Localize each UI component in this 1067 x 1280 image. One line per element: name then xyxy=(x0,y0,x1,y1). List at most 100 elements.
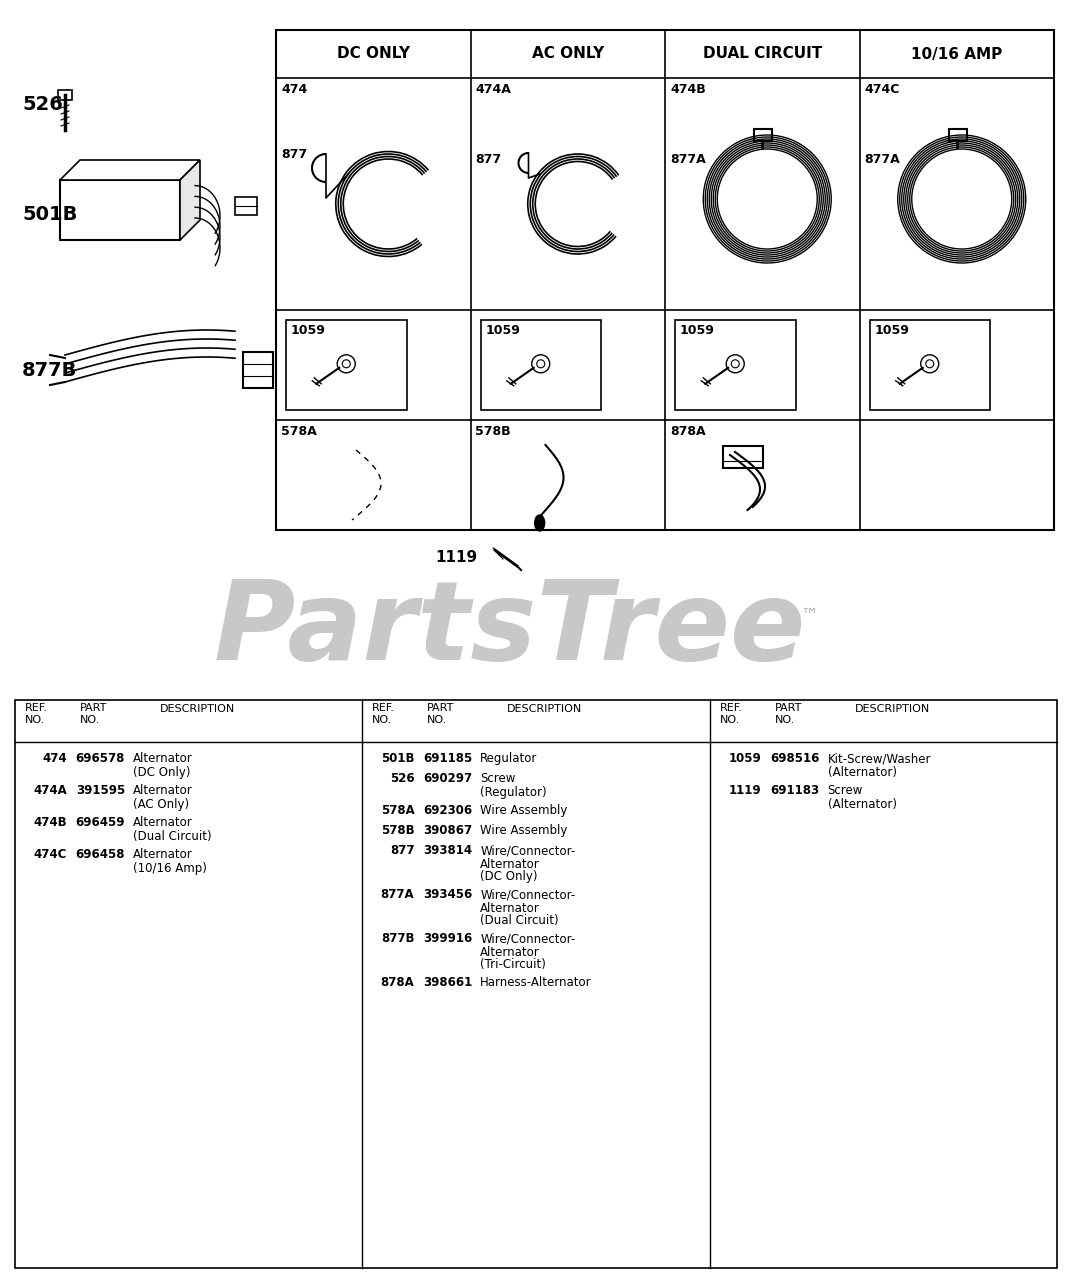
Text: Wire/Connector-: Wire/Connector- xyxy=(480,888,575,901)
Text: Kit-Screw/Washer: Kit-Screw/Washer xyxy=(828,751,931,765)
Text: Alternator: Alternator xyxy=(480,946,540,959)
Text: 696459: 696459 xyxy=(76,817,125,829)
Text: 10/16 AMP: 10/16 AMP xyxy=(911,46,1002,61)
Text: 390867: 390867 xyxy=(424,824,473,837)
Text: 877B: 877B xyxy=(381,932,414,945)
Text: PART: PART xyxy=(427,703,455,713)
Text: (Alternator): (Alternator) xyxy=(828,797,896,812)
Text: REF.: REF. xyxy=(719,703,743,713)
Text: Alternator: Alternator xyxy=(133,783,193,797)
Text: AC ONLY: AC ONLY xyxy=(531,46,604,61)
Text: 1059: 1059 xyxy=(485,324,521,337)
Text: DESCRIPTION: DESCRIPTION xyxy=(160,704,235,714)
Text: NO.: NO. xyxy=(775,716,795,724)
Text: 391595: 391595 xyxy=(76,783,125,797)
Bar xyxy=(723,445,763,468)
Text: 474B: 474B xyxy=(670,83,705,96)
Text: 877: 877 xyxy=(281,148,307,161)
Text: 1059: 1059 xyxy=(875,324,909,337)
Text: Wire Assembly: Wire Assembly xyxy=(480,804,568,817)
Text: (10/16 Amp): (10/16 Amp) xyxy=(133,861,207,876)
Text: 526: 526 xyxy=(389,772,414,785)
Text: 878A: 878A xyxy=(381,975,414,989)
Bar xyxy=(286,320,407,410)
Text: 578B: 578B xyxy=(476,425,511,438)
Text: DESCRIPTION: DESCRIPTION xyxy=(855,704,930,714)
Text: PART: PART xyxy=(775,703,802,713)
Text: 696578: 696578 xyxy=(76,751,125,765)
Text: 691185: 691185 xyxy=(424,751,473,765)
Text: Screw: Screw xyxy=(480,772,515,785)
Text: 696458: 696458 xyxy=(76,847,125,861)
Text: Harness-Alternator: Harness-Alternator xyxy=(480,975,592,989)
Text: DESCRIPTION: DESCRIPTION xyxy=(507,704,583,714)
Text: 474A: 474A xyxy=(476,83,511,96)
Text: REF.: REF. xyxy=(372,703,396,713)
Text: Wire/Connector-: Wire/Connector- xyxy=(480,844,575,858)
Text: 393814: 393814 xyxy=(424,844,473,858)
Text: DC ONLY: DC ONLY xyxy=(337,46,410,61)
Text: 398661: 398661 xyxy=(424,975,473,989)
Text: Alternator: Alternator xyxy=(133,847,193,861)
Text: 578B: 578B xyxy=(381,824,414,837)
Bar xyxy=(754,129,773,141)
Text: (Alternator): (Alternator) xyxy=(828,765,896,780)
Text: 526: 526 xyxy=(22,95,63,114)
Text: (DC Only): (DC Only) xyxy=(133,765,191,780)
Text: Regulator: Regulator xyxy=(480,751,538,765)
Text: REF.: REF. xyxy=(25,703,48,713)
Text: 877A: 877A xyxy=(670,154,705,166)
Text: 698516: 698516 xyxy=(770,751,819,765)
Text: 399916: 399916 xyxy=(424,932,473,945)
Bar xyxy=(15,700,1057,1268)
Bar xyxy=(675,320,796,410)
Polygon shape xyxy=(60,160,200,180)
Text: Alternator: Alternator xyxy=(480,902,540,915)
Text: NO.: NO. xyxy=(427,716,447,724)
Bar xyxy=(276,29,1054,530)
Text: PartsTree: PartsTree xyxy=(213,576,807,684)
Text: (Tri-Circuit): (Tri-Circuit) xyxy=(480,957,546,972)
Text: 1119: 1119 xyxy=(729,783,762,797)
Text: 692306: 692306 xyxy=(424,804,473,817)
Text: Wire Assembly: Wire Assembly xyxy=(480,824,568,837)
Text: NO.: NO. xyxy=(719,716,739,724)
Bar xyxy=(949,129,967,141)
Text: 474C: 474C xyxy=(34,847,67,861)
Text: Alternator: Alternator xyxy=(480,858,540,870)
Text: 393456: 393456 xyxy=(424,888,473,901)
Text: Wire/Connector-: Wire/Connector- xyxy=(480,932,575,945)
Bar xyxy=(58,90,71,100)
Text: 474: 474 xyxy=(43,751,67,765)
Text: 501B: 501B xyxy=(22,206,78,224)
Text: PART: PART xyxy=(80,703,108,713)
Text: 1059: 1059 xyxy=(291,324,325,337)
Bar xyxy=(870,320,990,410)
Text: (Dual Circuit): (Dual Circuit) xyxy=(133,829,211,844)
Text: 474C: 474C xyxy=(864,83,899,96)
Text: 501B: 501B xyxy=(381,751,414,765)
Text: NO.: NO. xyxy=(80,716,100,724)
Bar xyxy=(243,352,273,388)
Ellipse shape xyxy=(535,515,544,531)
Text: 877: 877 xyxy=(389,844,414,858)
Text: 691183: 691183 xyxy=(770,783,819,797)
Text: (AC Only): (AC Only) xyxy=(133,797,189,812)
Text: NO.: NO. xyxy=(372,716,393,724)
Text: 474: 474 xyxy=(281,83,307,96)
Text: DUAL CIRCUIT: DUAL CIRCUIT xyxy=(703,46,822,61)
Text: (Regulator): (Regulator) xyxy=(480,786,547,799)
Text: Alternator: Alternator xyxy=(133,817,193,829)
Text: (DC Only): (DC Only) xyxy=(480,870,538,883)
Polygon shape xyxy=(180,160,200,241)
Text: 578A: 578A xyxy=(281,425,317,438)
Text: 877A: 877A xyxy=(381,888,414,901)
Text: 578A: 578A xyxy=(381,804,414,817)
Bar xyxy=(235,197,257,215)
Text: 877B: 877B xyxy=(22,361,78,379)
Text: 877A: 877A xyxy=(864,154,901,166)
Text: 474A: 474A xyxy=(33,783,67,797)
Text: 1119: 1119 xyxy=(435,550,477,566)
Text: 878A: 878A xyxy=(670,425,705,438)
Text: 877: 877 xyxy=(476,154,501,166)
